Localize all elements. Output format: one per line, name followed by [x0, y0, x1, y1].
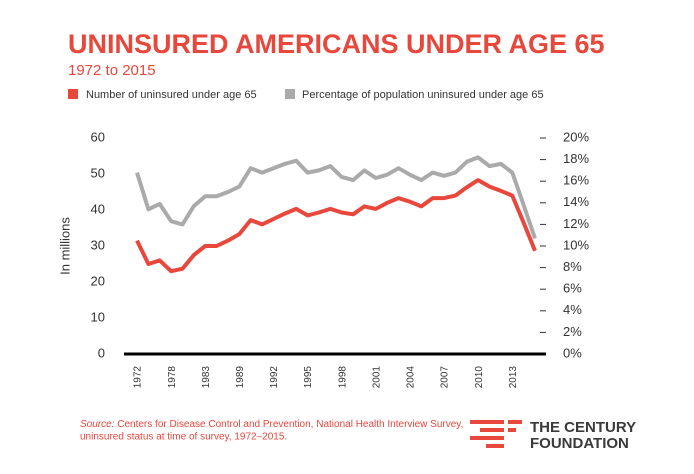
y2-tick-label: 0% [563, 345, 582, 360]
logo-text: FOUNDATION [530, 435, 629, 452]
y-tick-label: 40 [91, 201, 105, 216]
x-tick-label: 2010 [474, 366, 485, 389]
y2-tick-label: 16% [563, 173, 589, 188]
series-line [135, 155, 537, 240]
legend-swatch [68, 89, 78, 99]
legend-label: Percentage of population uninsured under… [302, 89, 544, 101]
y2-tick-label: 12% [563, 216, 589, 231]
source-text: uninsured status at time of survey, 1972… [80, 432, 287, 443]
x-tick-label: 1978 [167, 366, 178, 389]
x-tick-label: 1983 [201, 366, 212, 389]
source: Source: Centers for Disease Control and … [80, 419, 463, 430]
logo-icon [470, 420, 522, 448]
source-text: Centers for Disease Control and Preventi… [117, 419, 463, 430]
chart-subtitle: 1972 to 2015 [68, 62, 156, 79]
y2-tick-label: 4% [563, 302, 582, 317]
x-tick-label: 1998 [337, 366, 348, 389]
x-tick-label: 1972 [133, 366, 144, 389]
x-tick-label: 1989 [235, 366, 246, 389]
y-tick-label: 20 [91, 273, 105, 288]
chart-title: UNINSURED AMERICANS UNDER AGE 65 [68, 29, 605, 59]
y2-tick-label: 14% [563, 194, 589, 209]
y-axis-label: In millions [57, 217, 72, 275]
logo-text: THE CENTURY [530, 419, 636, 436]
legend-swatch [285, 89, 295, 99]
y2-tick-label: 10% [563, 237, 589, 252]
y-tick-label: 10 [91, 309, 105, 324]
y-tick-label: 50 [91, 165, 105, 180]
y2-tick-label: 2% [563, 324, 582, 339]
x-tick-label: 2007 [440, 366, 451, 389]
x-tick-label: 2004 [406, 366, 417, 389]
x-tick-label: 1995 [303, 366, 314, 389]
y-tick-label: 60 [91, 129, 105, 144]
y-tick-label: 0 [98, 345, 105, 360]
x-tick-label: 2013 [508, 366, 519, 389]
x-tick-label: 2001 [371, 366, 382, 389]
y2-tick-label: 20% [563, 129, 589, 144]
y2-tick-label: 18% [563, 151, 589, 166]
x-tick-label: 1992 [269, 366, 280, 389]
y2-tick-label: 8% [563, 259, 582, 274]
series-line [135, 178, 537, 274]
legend-label: Number of uninsured under age 65 [86, 89, 257, 101]
y-tick-label: 30 [91, 237, 105, 252]
source-label: Source: [80, 419, 115, 430]
y2-tick-label: 6% [563, 281, 582, 296]
